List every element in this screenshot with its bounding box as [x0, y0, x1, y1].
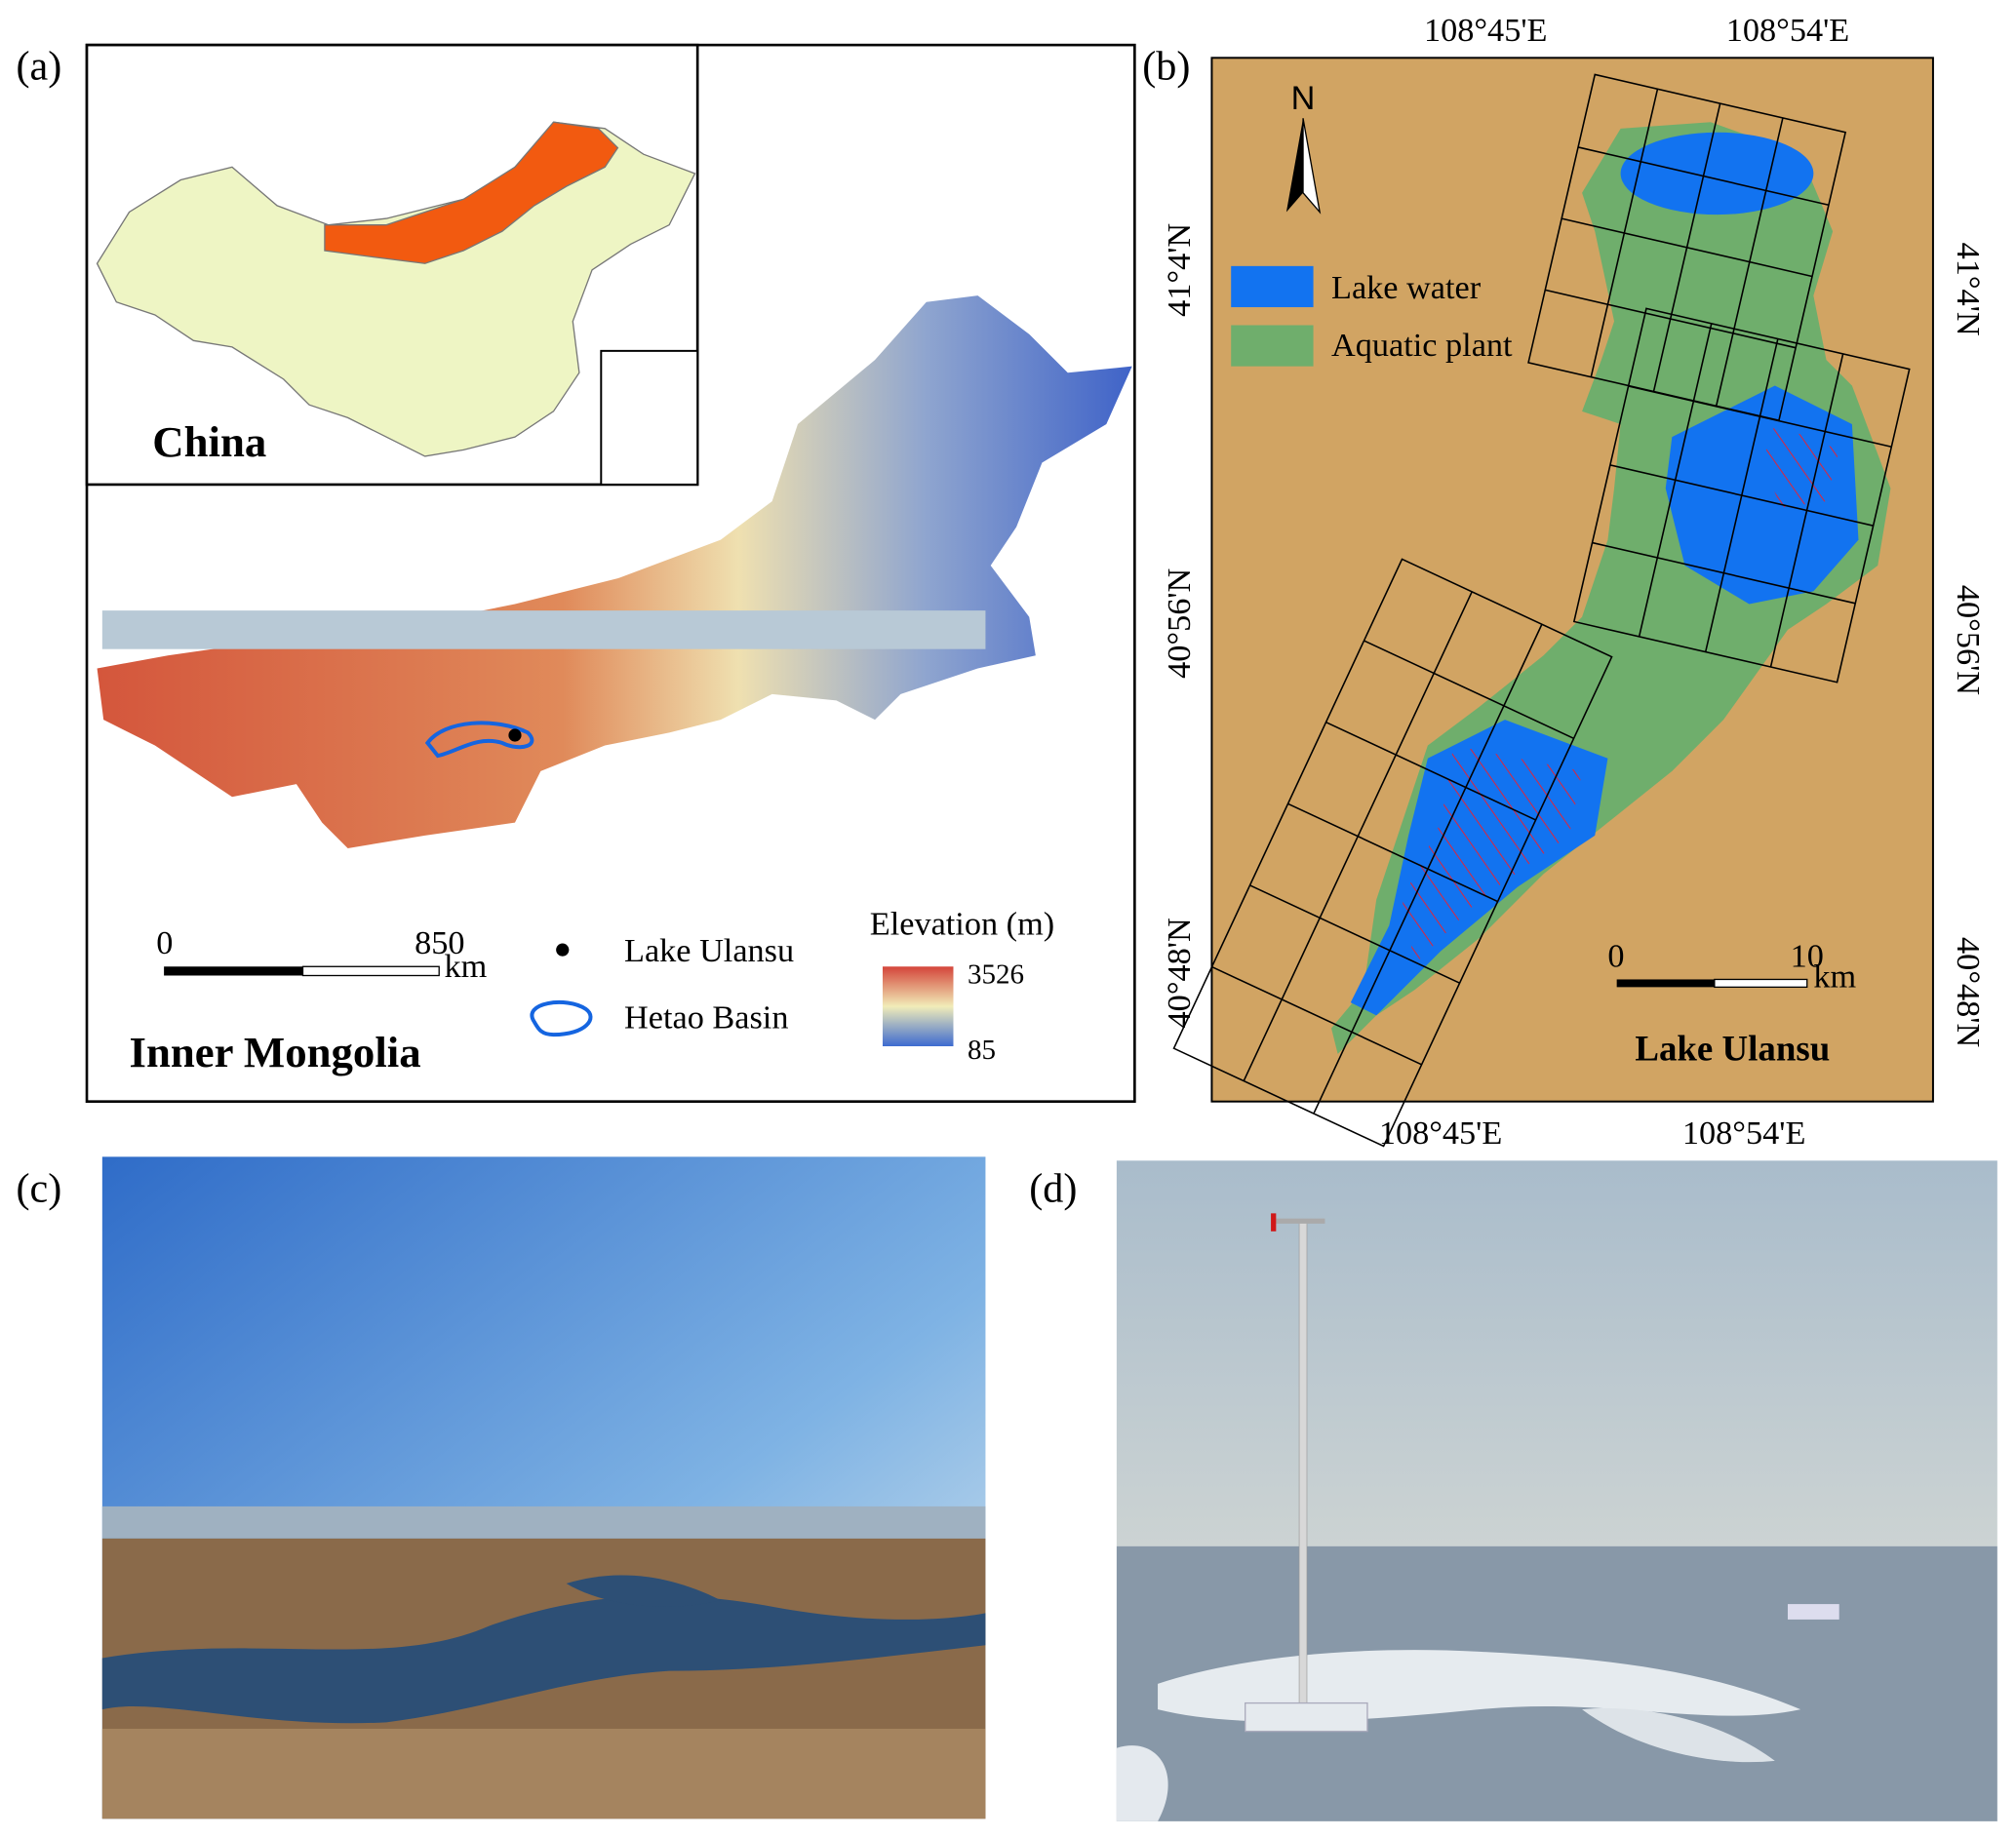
latitude-label: 40°56'N [1950, 585, 1987, 695]
scale-end: 850 [415, 924, 464, 961]
scale-bar [1714, 978, 1808, 989]
latitude-label: 40°48'N [1161, 918, 1198, 1028]
hatched-area [1402, 745, 1583, 964]
scale-unit: km [1813, 958, 1856, 995]
scale-bar [1616, 979, 1715, 988]
legend-dot [556, 943, 570, 957]
photo-base [1245, 1701, 1368, 1733]
panel-label: (b) [1142, 44, 1190, 90]
photo-mast [1271, 1213, 1277, 1232]
map-title: Inner Mongolia [130, 1028, 421, 1076]
latitude-label: 40°56'N [1161, 568, 1198, 679]
elevation-bar [882, 966, 954, 1046]
legend-swatch [1231, 265, 1314, 308]
lake-marker [508, 728, 522, 742]
scale-end: 10 [1791, 937, 1824, 974]
china-map [96, 121, 696, 457]
legend-swatch [1231, 325, 1314, 367]
longitude-label: 108°45'E [1424, 12, 1547, 49]
scale-bar [301, 965, 440, 977]
panel-label: (c) [17, 1166, 62, 1212]
photo-sky [1116, 1160, 1997, 1546]
photo-horizon [101, 610, 986, 649]
north-label: N [1291, 80, 1316, 117]
photo-water [101, 1595, 986, 1724]
photo-horizon [101, 1506, 986, 1539]
inner-mongolia-region [324, 121, 619, 264]
legend-label: Hetao Basin [624, 999, 788, 1036]
longitude-label: 108°45'E [1379, 1115, 1502, 1152]
south-sea-inset [600, 349, 699, 486]
photo-water [566, 1575, 721, 1607]
legend-label: Aquatic plant [1331, 327, 1513, 364]
latitude-label: 41°4'N [1161, 223, 1198, 317]
elevation-min: 85 [968, 1035, 996, 1066]
scale-start: 0 [156, 924, 173, 961]
hetao-basin [424, 721, 534, 759]
photo-mast [1298, 1220, 1308, 1703]
photo-snow [1582, 1707, 1775, 1763]
inset-title: China [152, 417, 266, 466]
photo-station [1787, 1604, 1839, 1620]
latitude-label: 41°4'N [1950, 243, 1987, 336]
map-title: Lake Ulansu [1635, 1029, 1830, 1069]
legend-outline [530, 1000, 593, 1037]
scale-bar [164, 966, 303, 976]
hatched-area [1761, 424, 1839, 508]
photo-snow [1116, 1745, 1168, 1821]
lake-water [1620, 132, 1814, 215]
legend-label: Lake Ulansu [624, 932, 794, 969]
inner-mongolia-elevation [97, 295, 1132, 848]
north-arrow [1302, 118, 1322, 215]
panel-label: (d) [1029, 1166, 1077, 1212]
scale-unit: km [444, 948, 487, 985]
latitude-label: 40°48'N [1950, 937, 1987, 1047]
photo-mast [1273, 1218, 1325, 1224]
photo-reeds [101, 1728, 986, 1819]
longitude-label: 108°54'E [1682, 1115, 1805, 1152]
legend-label: Lake water [1331, 269, 1482, 306]
scale-start: 0 [1607, 937, 1624, 974]
longitude-label: 108°54'E [1726, 12, 1849, 49]
elevation-title: Elevation (m) [870, 905, 1054, 942]
panel-label: (a) [17, 44, 62, 90]
elevation-max: 3526 [968, 958, 1024, 990]
grid-cells [1172, 73, 1911, 1148]
